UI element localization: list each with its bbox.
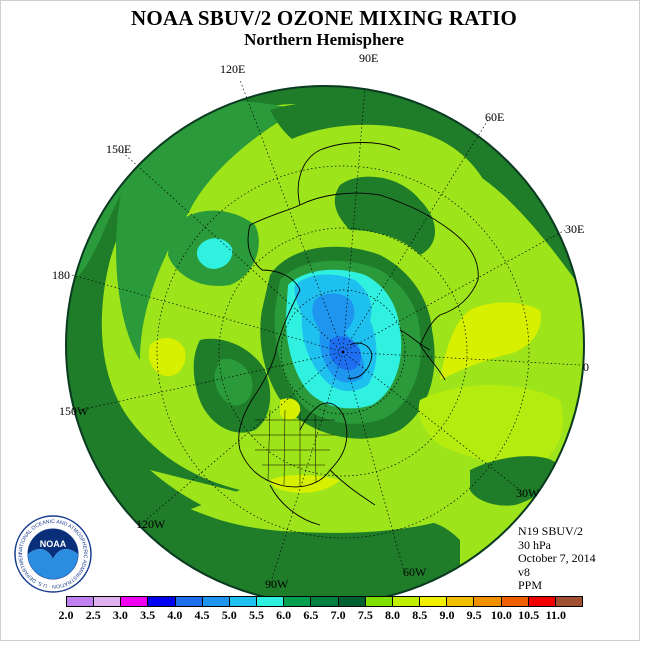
lon-label-30w: 30W xyxy=(516,486,540,500)
colorbar-tick-label: 11.0 xyxy=(545,608,566,622)
lon-label-120e: 120E xyxy=(220,62,246,76)
colorbar-tick-label: 7.0 xyxy=(330,608,346,622)
lon-label-90e: 90E xyxy=(359,51,379,65)
version-label: v8 xyxy=(518,564,530,579)
colorbar-tick-label: 5.5 xyxy=(248,608,264,622)
colorbar-cell xyxy=(555,597,582,606)
colorbar-cell xyxy=(121,597,149,606)
colorbar-cell xyxy=(365,597,393,606)
colorbar-cell xyxy=(202,597,230,606)
colorbar-cell xyxy=(447,597,475,606)
colorbar-tick-label: 10.5 xyxy=(518,608,540,622)
colorbar-cell xyxy=(338,597,366,606)
lon-label-120w: 120W xyxy=(136,517,166,531)
colorbar-cell xyxy=(311,597,339,606)
colorbar-cell xyxy=(420,597,448,606)
colorbar-tick-label: 2.0 xyxy=(58,608,74,622)
colorbar-cell xyxy=(94,597,122,606)
colorbar-tick-label: 3.5 xyxy=(140,608,156,622)
graticule xyxy=(71,79,581,586)
colorbar-tick-label: 6.0 xyxy=(276,608,292,622)
instrument-label: N19 SBUV/2 xyxy=(518,524,584,538)
colorbar-tick-label: 9.0 xyxy=(439,608,455,622)
lon-label-150e: 150E xyxy=(106,142,132,156)
colorbar-tick-label: 7.5 xyxy=(357,608,373,622)
noaa-logo: NATIONAL OCEANIC AND ATMOSPHERIC ADMINIS… xyxy=(13,514,92,593)
colorbar-cell xyxy=(474,597,502,606)
colorbar-cell xyxy=(528,597,556,606)
data-info-block: N19 SBUV/2 30 hPa October 7, 2014 v8 PPM xyxy=(518,524,596,593)
colorbar-cell xyxy=(229,597,258,606)
pressure-level: 30 hPa xyxy=(518,537,551,552)
colorbar xyxy=(66,596,583,607)
map-subtitle: Northern Hemisphere xyxy=(244,30,404,49)
colorbar-tick-label: 6.5 xyxy=(303,608,319,622)
colorbar-tick-label: 3.0 xyxy=(112,608,128,622)
lon-label-90w: 90W xyxy=(265,577,289,591)
lon-label-30e: 30E xyxy=(565,222,585,236)
lon-label-180: 180 xyxy=(52,268,70,282)
colorbar-tick-label: 10.0 xyxy=(490,608,512,622)
colorbar-tick-label: 5.0 xyxy=(221,608,237,622)
units-label: PPM xyxy=(518,578,543,592)
colorbar-cell xyxy=(257,597,285,606)
lon-label-150w: 150W xyxy=(59,404,89,418)
colorbar-cell xyxy=(67,597,95,606)
colorbar-cell xyxy=(175,597,203,606)
state-borders xyxy=(250,409,335,486)
colorbar-tick-label: 4.5 xyxy=(194,608,210,622)
image-frame xyxy=(0,0,640,641)
colorbar-cell xyxy=(392,597,421,606)
colorbar-tick-label: 4.0 xyxy=(167,608,183,622)
colorbar-tick-label: 8.0 xyxy=(385,608,401,622)
coastlines xyxy=(238,142,479,526)
lon-label-60e: 60E xyxy=(485,110,505,124)
colorbar-tick-label: 2.5 xyxy=(85,608,101,622)
date-label: October 7, 2014 xyxy=(518,551,596,565)
lon-label-60w: 60W xyxy=(403,565,427,579)
colorbar-cell xyxy=(284,597,312,606)
map-title: NOAA SBUV/2 OZONE MIXING RATIO xyxy=(131,6,517,30)
colorbar-tick-label: 8.5 xyxy=(412,608,428,622)
logo-text: NOAA xyxy=(40,539,67,549)
colorbar-tick-label: 9.5 xyxy=(466,608,482,622)
colorbar-cell xyxy=(148,597,176,606)
colorbar-cell xyxy=(501,597,529,606)
lon-label-0: 0 xyxy=(583,360,589,374)
